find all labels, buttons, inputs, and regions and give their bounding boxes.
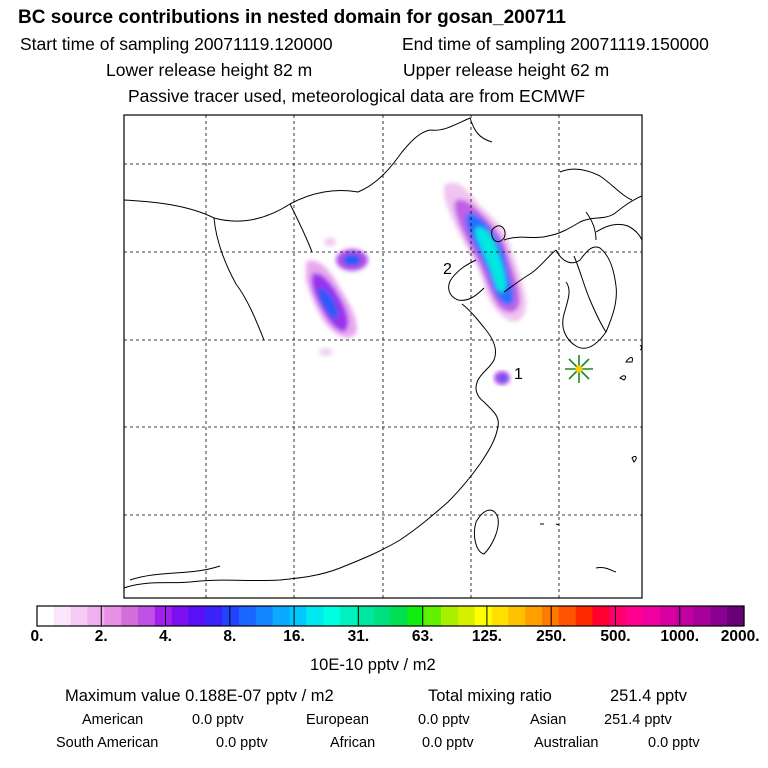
coastlines bbox=[124, 117, 642, 589]
colorbar-bin bbox=[626, 606, 644, 626]
colorbar-tick-label: 125. bbox=[471, 628, 502, 645]
colorbar-bin bbox=[154, 606, 173, 626]
colorbar-bin bbox=[373, 606, 392, 626]
upper-height-label: Upper release height 62 m bbox=[403, 60, 610, 80]
cluster-label-2: 2 bbox=[443, 261, 452, 278]
colorbar-bin bbox=[306, 606, 324, 626]
african-label: African bbox=[330, 735, 376, 751]
colorbar-tick-label: 0. bbox=[30, 628, 44, 645]
african-value: 0.0 pptv bbox=[422, 735, 474, 751]
colorbar-bin bbox=[87, 606, 105, 626]
plume-source-1 bbox=[494, 371, 510, 385]
colorbar-bin bbox=[171, 606, 190, 626]
colorbar-bin bbox=[457, 606, 476, 626]
lat-lon-grid bbox=[124, 115, 642, 598]
colorbar-bin bbox=[424, 606, 442, 626]
american-label: American bbox=[82, 712, 144, 728]
colorbar-bin bbox=[255, 606, 274, 626]
colorbar-bin bbox=[441, 606, 459, 626]
european-value: 0.0 pptv bbox=[418, 712, 470, 728]
colorbar-tick-label: 16. bbox=[283, 628, 305, 645]
colorbar-bin bbox=[222, 606, 240, 626]
colorbar-bin bbox=[390, 606, 408, 626]
australian-value: 0.0 pptv bbox=[648, 735, 700, 751]
colorbar-bin bbox=[53, 606, 72, 626]
colorbar-bin bbox=[609, 606, 627, 626]
colorbar-bin bbox=[474, 606, 493, 626]
colorbar-tick-label: 2. bbox=[94, 628, 108, 645]
colorbar-unit-label: 10E-10 pptv / m2 bbox=[310, 656, 436, 674]
total-mixing-label: Total mixing ratio bbox=[428, 687, 552, 705]
colorbar-tick-label: 4. bbox=[159, 628, 172, 645]
cluster-label-1: 1 bbox=[514, 366, 523, 383]
colorbar-tick-label: 8. bbox=[223, 628, 237, 645]
colorbar-bin bbox=[676, 606, 695, 626]
american-value: 0.0 pptv bbox=[192, 712, 244, 728]
european-label: European bbox=[306, 712, 369, 728]
australian-label: Australian bbox=[534, 735, 599, 751]
colorbar-bin bbox=[188, 606, 206, 626]
south-american-value: 0.0 pptv bbox=[216, 735, 268, 751]
colorbar-bin bbox=[525, 606, 543, 626]
colorbar-tick-label: 63. bbox=[411, 628, 434, 645]
colorbar-tick-label: 250. bbox=[536, 628, 567, 645]
colorbar-bin bbox=[138, 606, 156, 626]
end-time-label: End time of sampling 20071119.150000 bbox=[402, 34, 709, 54]
colorbar-tick-label: 2000. bbox=[720, 628, 760, 645]
plume-west bbox=[306, 238, 368, 356]
south-american-label: South American bbox=[56, 735, 159, 751]
colorbar-bin bbox=[643, 606, 661, 626]
colorbar-tick-label: 31. bbox=[347, 628, 370, 645]
colorbar-bin bbox=[323, 606, 341, 626]
max-value-label: Maximum value 0.188E-07 pptv / m2 bbox=[65, 687, 334, 705]
asian-label: Asian bbox=[530, 712, 567, 728]
colorbar-bin bbox=[121, 606, 139, 626]
colorbar-tick-label: 500. bbox=[600, 628, 631, 645]
colorbar-bin bbox=[727, 606, 745, 626]
colorbar-bin bbox=[575, 606, 594, 626]
colorbar-bin bbox=[491, 606, 509, 626]
colorbar-bin bbox=[508, 606, 526, 626]
total-mixing-value: 251.4 pptv bbox=[610, 687, 688, 705]
colorbar-bin bbox=[592, 606, 610, 626]
colorbar-bin bbox=[407, 606, 425, 626]
colorbar-bin bbox=[205, 606, 223, 626]
colorbar-bin bbox=[289, 606, 307, 626]
star-icon bbox=[565, 355, 593, 383]
colorbar-bin bbox=[70, 606, 89, 626]
colorbar-bin bbox=[356, 606, 375, 626]
colorbar-bin bbox=[710, 606, 728, 626]
colorbar-bin bbox=[340, 606, 358, 626]
colorbar-bin bbox=[558, 606, 577, 626]
asian-value: 251.4 pptv bbox=[604, 712, 672, 728]
colorbar-bin bbox=[239, 606, 257, 626]
tracer-info-label: Passive tracer used, meteorological data… bbox=[128, 86, 586, 106]
colorbar-tick-label: 1000. bbox=[660, 628, 700, 645]
chart-title: BC source contributions in nested domain… bbox=[18, 7, 566, 28]
colorbar-bin bbox=[693, 606, 711, 626]
start-time-label: Start time of sampling 20071119.120000 bbox=[20, 34, 333, 54]
colorbar-bin bbox=[272, 606, 291, 626]
colorbar-bin bbox=[659, 606, 678, 626]
lower-height-label: Lower release height 82 m bbox=[106, 60, 313, 80]
colorbar-bin bbox=[104, 606, 122, 626]
colorbar-bin bbox=[37, 606, 55, 626]
